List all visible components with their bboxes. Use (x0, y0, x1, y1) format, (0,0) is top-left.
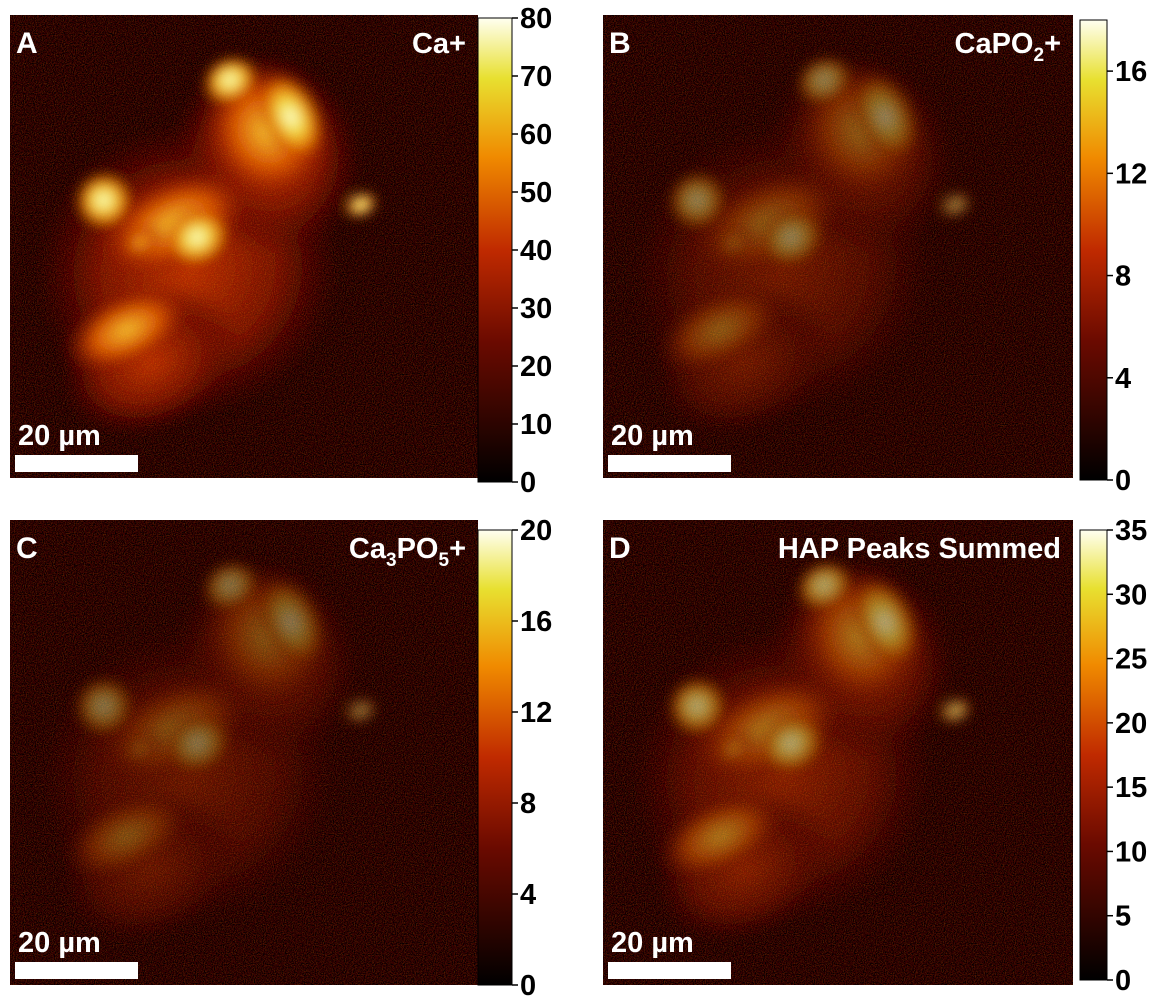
image-noise (10, 520, 478, 985)
colorbar-tick-label: 70 (520, 61, 552, 93)
colorbar-tick-label: 35 (1115, 515, 1147, 547)
colorbar-tick-label: 10 (520, 409, 552, 441)
label-text: + (1044, 28, 1061, 60)
colorbar-tick-label: 20 (1115, 708, 1147, 740)
colorbar-tick-label: 12 (1115, 158, 1147, 190)
colorbar (1080, 20, 1107, 480)
image (0, 520, 478, 985)
colorbar-tick-label: 15 (1115, 772, 1147, 804)
colorbar-tick-label: 8 (520, 788, 536, 820)
image (578, 520, 1073, 985)
scale-bar (608, 455, 731, 472)
label-text: + (449, 533, 466, 565)
label-text: HAP Peaks Summed (778, 533, 1061, 565)
image (578, 15, 1073, 478)
scale-bar-label: 20 µm (18, 420, 101, 452)
colorbar-tick-label: 5 (1115, 901, 1131, 933)
scale-bar (15, 962, 138, 979)
panel-letter: B (609, 27, 631, 60)
panel-letter: C (16, 532, 38, 565)
colorbar-tick-label: 30 (520, 293, 552, 325)
colorbar-tick-label: 25 (1115, 644, 1147, 676)
scale-bar-label: 20 µm (18, 927, 101, 959)
panel-letter: D (609, 532, 631, 565)
colorbar (478, 18, 512, 482)
image-noise (603, 15, 1073, 478)
figure: ACa+20 µm01020304050607080BCaPO2+20 µm04… (0, 0, 1172, 998)
image (0, 15, 478, 478)
label-text: PO (397, 533, 439, 565)
panel-label: HAP Peaks Summed (778, 533, 1061, 565)
colorbar-tick-label: 20 (520, 515, 552, 547)
colorbar-tick-label: 12 (520, 697, 552, 729)
colorbar-tick-label: 0 (1115, 465, 1131, 497)
page: ACa+20 µm01020304050607080BCaPO2+20 µm04… (0, 0, 1172, 998)
label-text: Ca (349, 533, 387, 565)
image-noise (603, 520, 1073, 985)
colorbar-tick-label: 0 (520, 970, 536, 998)
panel: D HAP Peaks Summed 20 µm 0 5 10 15 20 25 30 35 (578, 515, 1147, 997)
colorbar-tick-label: 16 (520, 606, 552, 638)
colorbar-tick-label: 0 (520, 467, 536, 499)
image-noise (10, 15, 478, 478)
colorbar-tick-label: 80 (520, 3, 552, 35)
panel: C Ca3PO5+20 µm 0 4 8 12 16 20 (0, 515, 552, 998)
colorbar-tick-label: 20 (520, 351, 552, 383)
colorbar-tick-label: 60 (520, 119, 552, 151)
panel: A Ca+ 20 µm 0 10 20 30 40 50 60 70 80 (0, 3, 552, 499)
label-text: CaPO (955, 28, 1034, 60)
panel: B CaPO2+20 µm 0 4 8 12 16 (578, 15, 1147, 497)
scale-bar (608, 962, 731, 979)
label-subscript: 3 (386, 550, 397, 571)
colorbar-tick-label: 0 (1115, 965, 1131, 997)
colorbar-tick-label: 50 (520, 177, 552, 209)
label-text: Ca+ (412, 28, 466, 60)
colorbar (478, 530, 512, 985)
scale-bar (15, 455, 138, 472)
label-subscript: 5 (438, 550, 449, 571)
label-subscript: 2 (1033, 45, 1044, 66)
colorbar-tick-label: 30 (1115, 579, 1147, 611)
colorbar-tick-label: 4 (1115, 363, 1131, 395)
colorbar-tick-label: 40 (520, 235, 552, 267)
colorbar-tick-label: 4 (520, 879, 536, 911)
scale-bar-label: 20 µm (611, 420, 694, 452)
panel-letter: A (16, 27, 38, 60)
scale-bar-label: 20 µm (611, 927, 694, 959)
colorbar-tick-label: 8 (1115, 261, 1131, 293)
panel-label: Ca+ (412, 28, 466, 60)
colorbar-tick-label: 16 (1115, 56, 1147, 88)
colorbar (1080, 530, 1107, 980)
colorbar-tick-label: 10 (1115, 836, 1147, 868)
